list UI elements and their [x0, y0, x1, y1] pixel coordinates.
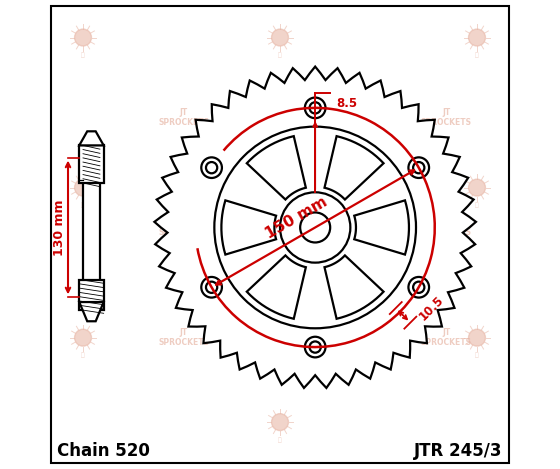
Circle shape	[272, 29, 288, 46]
Polygon shape	[247, 256, 306, 319]
Bar	[83, 145, 100, 310]
Polygon shape	[155, 67, 476, 388]
Text: JT
SPROCKETS: JT SPROCKETS	[290, 218, 340, 237]
Circle shape	[469, 179, 486, 196]
Polygon shape	[80, 131, 104, 145]
Bar	[80, 145, 104, 183]
Circle shape	[206, 281, 217, 293]
Text: JT
SPROCKETS: JT SPROCKETS	[421, 218, 472, 237]
Text: JT
SPROCKETS: JT SPROCKETS	[158, 328, 209, 348]
Circle shape	[206, 162, 217, 174]
Circle shape	[305, 337, 325, 357]
Circle shape	[201, 158, 222, 178]
Circle shape	[300, 212, 330, 242]
Text: JT
SPROCKETS: JT SPROCKETS	[290, 107, 340, 127]
Circle shape	[305, 98, 325, 118]
Text: 卅: 卅	[81, 53, 85, 58]
Circle shape	[74, 29, 91, 46]
Text: 卅: 卅	[278, 353, 282, 358]
Circle shape	[272, 414, 288, 431]
Circle shape	[310, 102, 321, 113]
Text: Chain 520: Chain 520	[57, 442, 150, 460]
Text: 卅: 卅	[81, 203, 85, 208]
Circle shape	[469, 329, 486, 346]
Circle shape	[408, 158, 429, 178]
Circle shape	[74, 179, 91, 196]
Polygon shape	[324, 256, 384, 319]
Polygon shape	[221, 200, 276, 255]
Text: 卅: 卅	[475, 203, 479, 208]
Text: 卅: 卅	[475, 353, 479, 358]
Polygon shape	[247, 136, 306, 199]
Text: 150 mm: 150 mm	[263, 195, 330, 242]
Text: 卅: 卅	[81, 353, 85, 358]
Text: 8.5: 8.5	[336, 97, 357, 110]
Text: JT
SPROCKETS: JT SPROCKETS	[158, 218, 209, 237]
Circle shape	[74, 329, 91, 346]
Circle shape	[280, 192, 351, 263]
Text: 卅: 卅	[475, 53, 479, 58]
Text: 卅: 卅	[278, 437, 282, 443]
Text: 130 mm: 130 mm	[53, 199, 66, 256]
Polygon shape	[80, 302, 104, 321]
Text: 卅: 卅	[278, 53, 282, 58]
Polygon shape	[354, 200, 409, 255]
Text: JT
SPROCKETS: JT SPROCKETS	[290, 328, 340, 348]
Circle shape	[413, 162, 424, 174]
Text: JT
SPROCKETS: JT SPROCKETS	[421, 107, 472, 127]
Circle shape	[469, 29, 486, 46]
Text: JT
SPROCKETS: JT SPROCKETS	[421, 328, 472, 348]
Circle shape	[310, 341, 321, 353]
Polygon shape	[324, 136, 384, 199]
Circle shape	[408, 277, 429, 298]
Circle shape	[214, 127, 416, 328]
Bar	[80, 280, 104, 310]
Circle shape	[272, 329, 288, 346]
Text: JT
SPROCKETS: JT SPROCKETS	[158, 107, 209, 127]
Text: JTR 245/3: JTR 245/3	[414, 442, 503, 460]
Circle shape	[201, 277, 222, 298]
Circle shape	[413, 281, 424, 293]
Text: 10.5: 10.5	[417, 293, 447, 323]
